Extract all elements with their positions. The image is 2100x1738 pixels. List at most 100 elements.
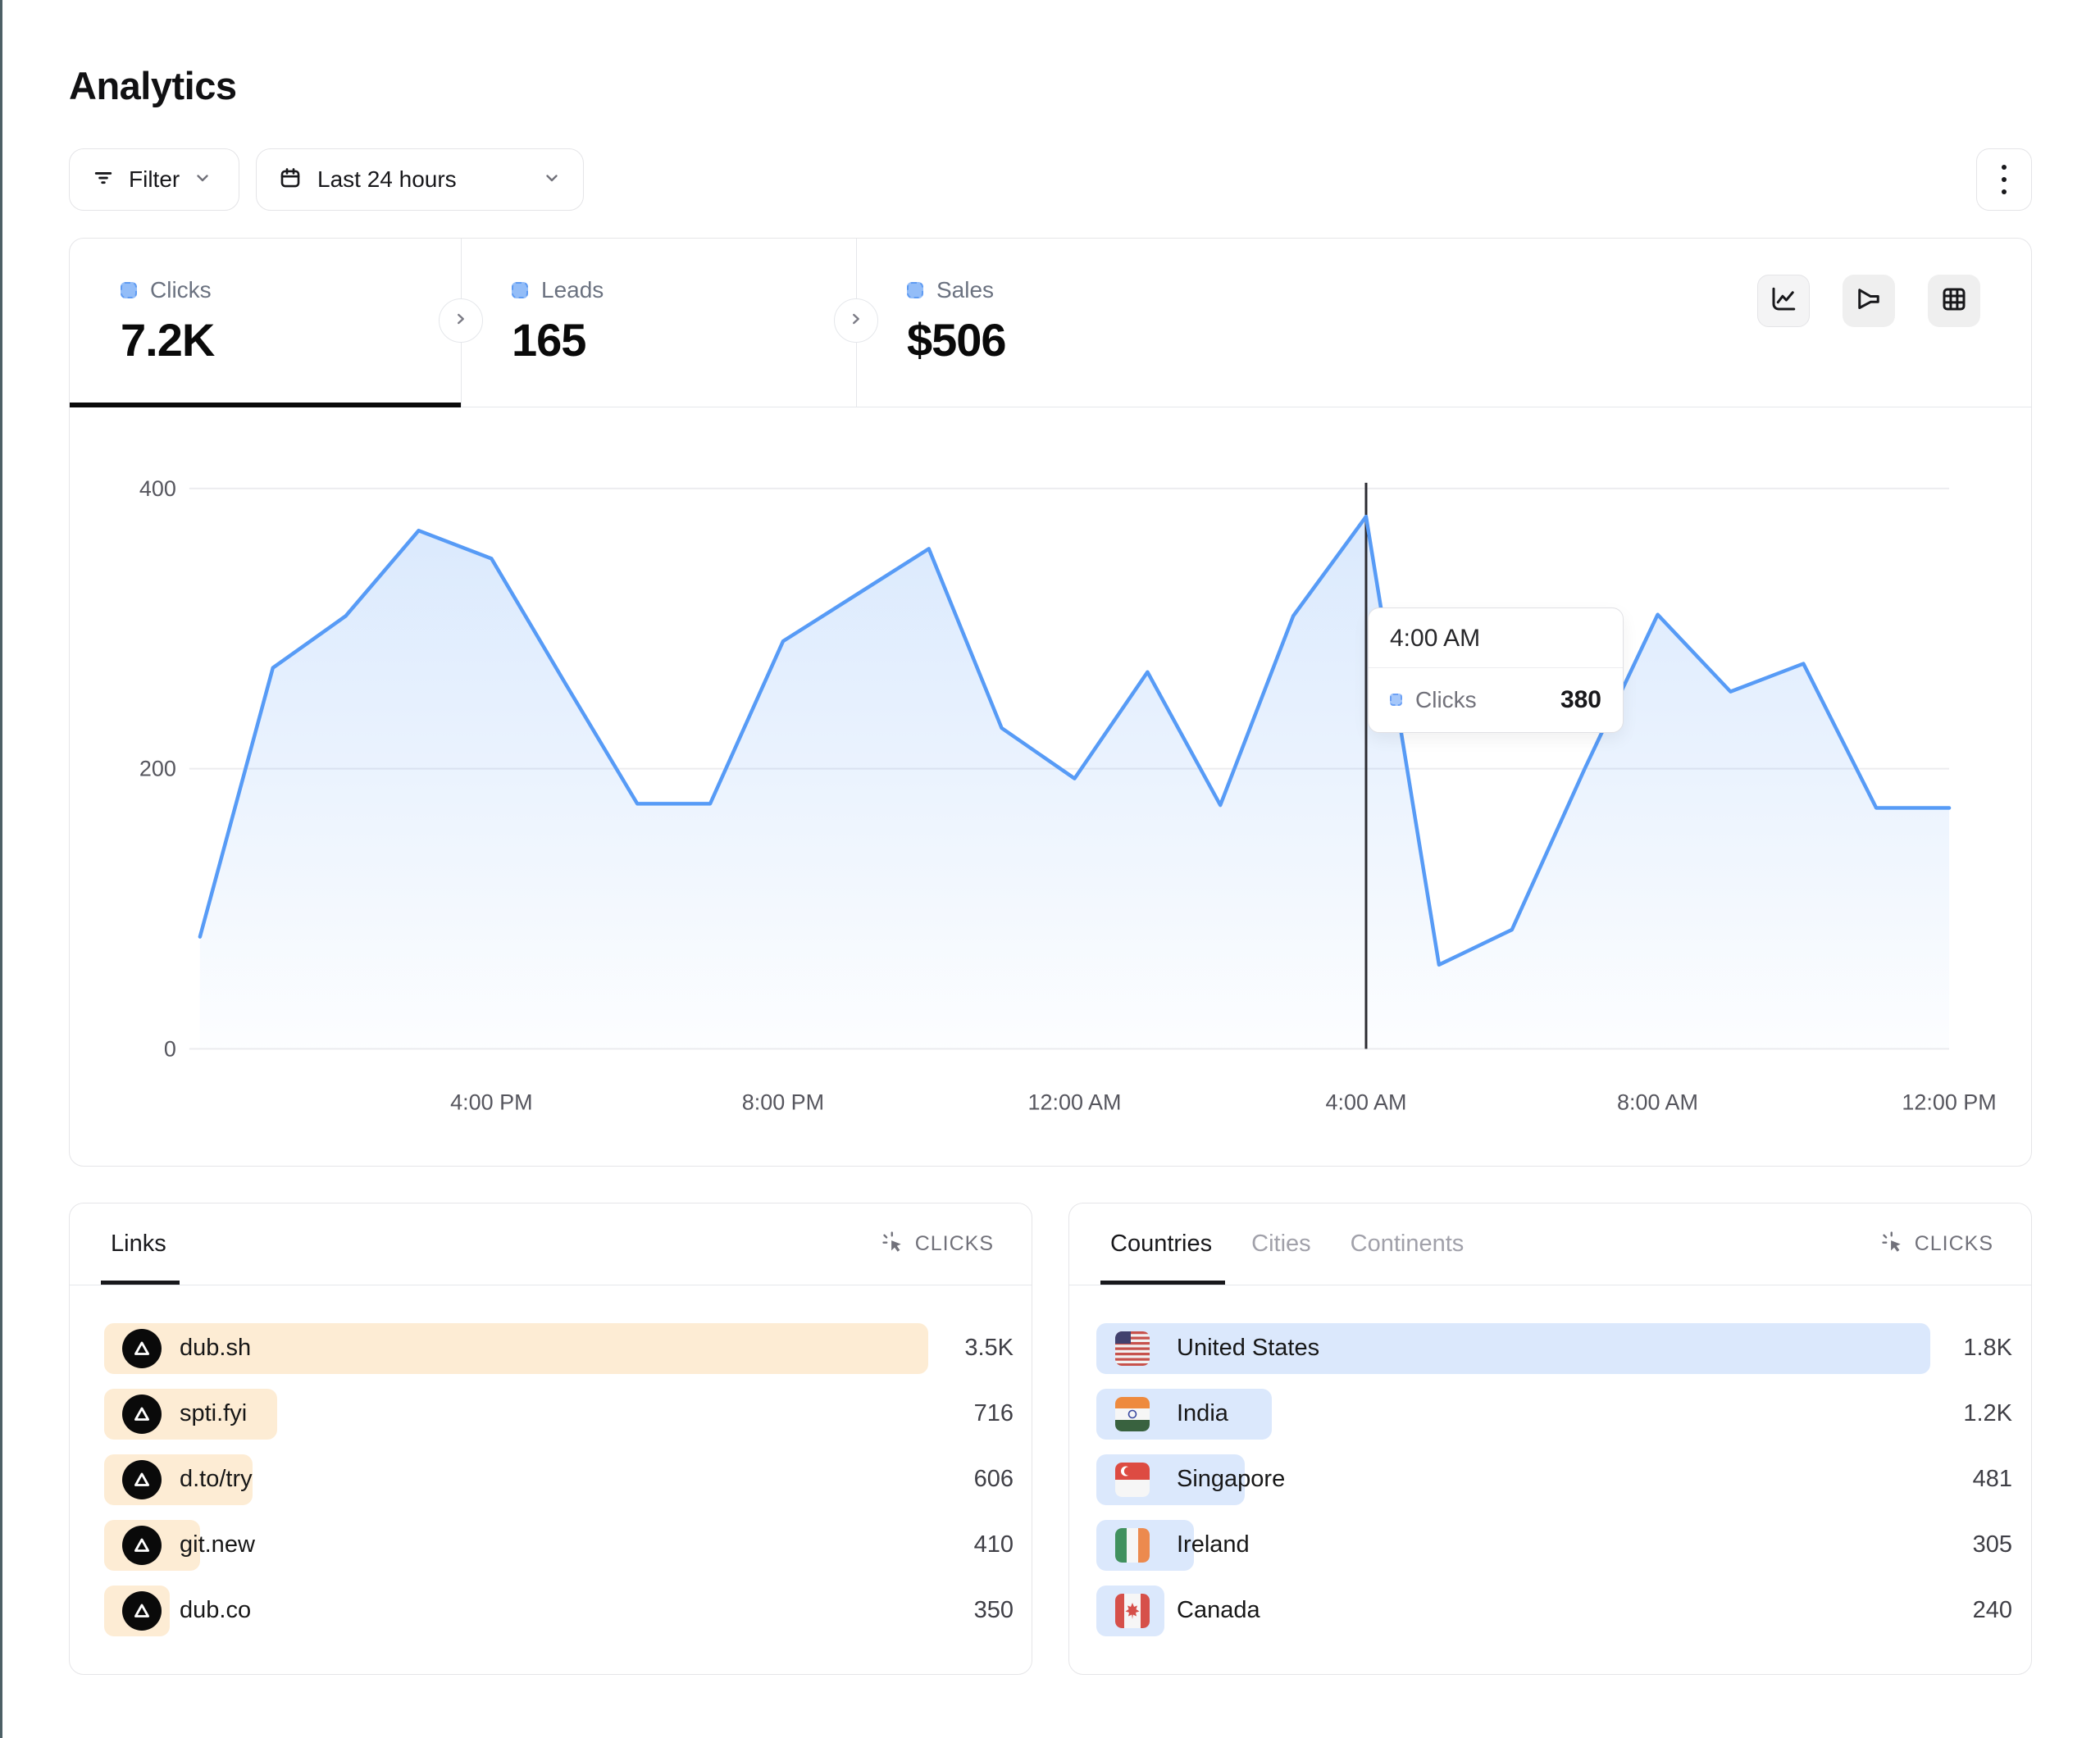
us-flag-icon (1115, 1331, 1150, 1366)
line-chart-icon (1769, 284, 1798, 316)
row-bar-track: dub.co (104, 1585, 928, 1636)
y-axis-tick: 0 (164, 1036, 176, 1061)
x-axis-tick: 8:00 PM (742, 1090, 824, 1114)
chart-view-toggles (1757, 274, 1980, 327)
links-panel: Links CLICKS dub.sh 3.5K spti.fyi 716 d.to/t… (69, 1202, 1032, 1675)
calendar-icon (278, 166, 303, 193)
row-label: India (1177, 1400, 1228, 1427)
row-label: d.to/try (180, 1466, 253, 1493)
country-row[interactable]: Singapore 481 (1096, 1454, 2012, 1505)
left-edge-divider (0, 0, 2, 1738)
countries-metric-label: CLICKS (1914, 1231, 1993, 1255)
dub-logo-icon (122, 1525, 162, 1565)
link-row[interactable]: dub.co 350 (104, 1585, 1014, 1636)
grid-icon (1939, 284, 1969, 316)
countries-list: United States 1.8K India 1.2K Singapore 481 Ir… (1069, 1285, 2031, 1636)
row-bar-track: spti.fyi (104, 1388, 928, 1440)
clicks-chart[interactable]: 0 200 400 4:00 PM 8:00 PM 12:00 AM 4:00 AM 8:00… (70, 407, 2031, 1167)
filter-button[interactable]: Filter (69, 148, 239, 211)
row-value: 481 (1972, 1466, 2012, 1493)
row-bar-track: Singapore (1096, 1454, 1930, 1505)
analytics-card: Clicks 7.2K Leads 165 (69, 237, 2032, 1167)
country-row[interactable]: United States 1.8K (1096, 1322, 2012, 1374)
row-bar-track: git.new (104, 1519, 928, 1571)
chevron-down-icon (542, 168, 562, 190)
in-flag-icon (1115, 1396, 1150, 1431)
row-value: 410 (973, 1531, 1014, 1558)
country-row[interactable]: Canada 240 (1096, 1585, 2012, 1636)
tab-clicks[interactable]: Clicks 7.2K (70, 239, 461, 407)
x-axis-tick: 12:00 AM (1027, 1090, 1121, 1114)
x-axis-tick: 12:00 PM (1902, 1090, 1996, 1114)
row-bar-track: dub.sh (104, 1322, 928, 1374)
x-axis-tick: 4:00 PM (450, 1090, 532, 1114)
links-metric[interactable]: CLICKS (881, 1230, 994, 1258)
ca-flag-icon (1115, 1593, 1150, 1628)
funnel-view-button[interactable] (1843, 274, 1895, 327)
expand-metric-button[interactable] (439, 298, 483, 343)
countries-metric[interactable]: CLICKS (1880, 1230, 1993, 1258)
country-row[interactable]: Ireland 305 (1096, 1519, 2012, 1571)
filter-icon (91, 166, 116, 193)
tab-continents[interactable]: Continents (1350, 1230, 1465, 1257)
tab-leads[interactable]: Leads 165 (461, 239, 856, 407)
x-axis-tick: 8:00 AM (1617, 1090, 1698, 1114)
line-chart-view-button[interactable] (1757, 274, 1810, 327)
row-bar (1096, 1322, 1930, 1374)
dub-logo-icon (122, 1590, 162, 1631)
row-label: dub.sh (180, 1335, 252, 1362)
table-view-button[interactable] (1928, 274, 1980, 327)
cursor-click-icon (1880, 1230, 1905, 1258)
countries-panel-header: Countries Cities Continents CLICKS (1069, 1203, 2031, 1285)
row-bar (104, 1322, 928, 1374)
links-metric-label: CLICKS (914, 1231, 994, 1255)
more-options-button[interactable] (1976, 148, 2032, 211)
link-row[interactable]: git.new 410 (104, 1519, 1014, 1571)
row-bar-track: Ireland (1096, 1519, 1930, 1571)
dub-logo-icon (122, 1459, 162, 1499)
chart-tooltip: 4:00 AM Clicks 380 (1368, 607, 1624, 733)
date-range-button[interactable]: Last 24 hours (256, 148, 584, 211)
leads-value: 165 (512, 313, 586, 366)
sales-value: $506 (907, 313, 1007, 366)
row-value: 1.8K (1963, 1335, 2012, 1362)
tab-links[interactable]: Links (101, 1203, 180, 1285)
link-row[interactable]: d.to/try 606 (104, 1454, 1014, 1505)
row-label: Singapore (1177, 1466, 1286, 1493)
dub-logo-icon (122, 1328, 162, 1368)
tooltip-series-label: Clicks (1415, 686, 1477, 712)
controls-bar: Filter Last 24 hours (69, 148, 2032, 211)
tooltip-time: 4:00 AM (1369, 608, 1623, 668)
cursor-click-icon (881, 1230, 905, 1258)
row-value: 240 (1972, 1597, 2012, 1624)
row-label: spti.fyi (180, 1400, 248, 1427)
y-axis-tick: 200 (139, 756, 176, 780)
area-fill (199, 516, 1950, 1049)
expand-metric-button[interactable] (834, 298, 878, 343)
row-value: 716 (973, 1400, 1014, 1427)
link-row[interactable]: dub.sh 3.5K (104, 1322, 1014, 1374)
tab-sales[interactable]: Sales $506 (856, 239, 1250, 407)
chevron-right-icon (847, 310, 865, 330)
y-axis-tick: 400 (139, 476, 176, 501)
clicks-value: 7.2K (121, 313, 215, 366)
clicks-legend-swatch (1390, 694, 1402, 707)
row-value: 1.2K (1963, 1400, 2012, 1427)
row-value: 606 (973, 1466, 1014, 1493)
sg-flag-icon (1115, 1462, 1150, 1497)
leads-legend-swatch (512, 281, 528, 298)
row-label: dub.co (180, 1597, 252, 1624)
row-value: 3.5K (964, 1335, 1014, 1362)
country-row[interactable]: India 1.2K (1096, 1388, 2012, 1440)
link-row[interactable]: spti.fyi 716 (104, 1388, 1014, 1440)
tab-cities[interactable]: Cities (1251, 1230, 1311, 1257)
tooltip-value: 380 (1560, 685, 1601, 713)
row-bar-track: d.to/try (104, 1454, 928, 1505)
area-chart: 0 200 400 4:00 PM 8:00 PM 12:00 AM 4:00 AM 8:00… (139, 476, 1997, 1114)
tab-label: Sales (936, 276, 995, 303)
row-label: Canada (1177, 1597, 1260, 1624)
funnel-icon (1854, 284, 1884, 316)
row-value: 305 (1972, 1531, 2012, 1558)
tab-countries[interactable]: Countries (1100, 1203, 1226, 1285)
